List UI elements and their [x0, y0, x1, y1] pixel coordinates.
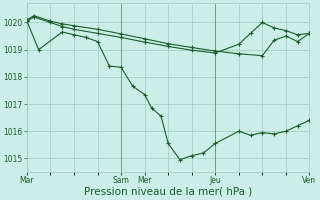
- X-axis label: Pression niveau de la mer( hPa ): Pression niveau de la mer( hPa ): [84, 187, 252, 197]
